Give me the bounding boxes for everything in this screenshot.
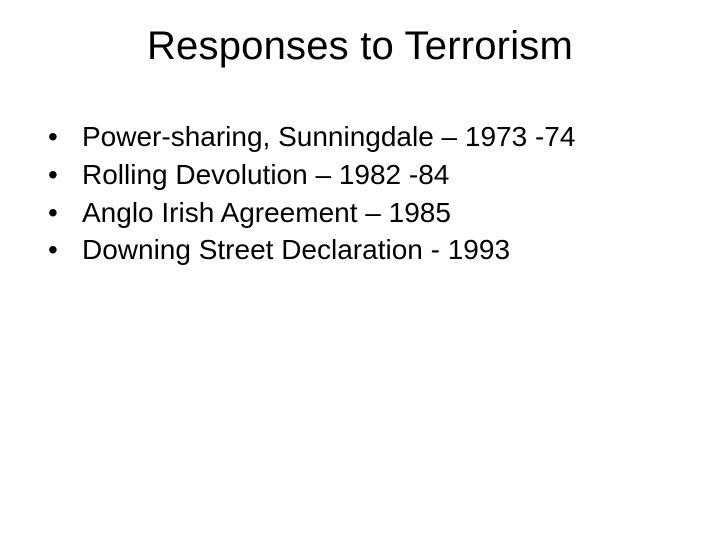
list-item-label: Downing Street Declaration - 1993 xyxy=(82,231,672,269)
slide-title: Responses to Terrorism xyxy=(0,24,720,69)
bullet-list: • Power-sharing, Sunningdale – 1973 -74 … xyxy=(48,118,672,269)
list-item: • Anglo Irish Agreement – 1985 xyxy=(48,194,672,232)
list-item: • Power-sharing, Sunningdale – 1973 -74 xyxy=(48,118,672,156)
bullet-icon: • xyxy=(48,156,82,194)
list-item: • Downing Street Declaration - 1993 xyxy=(48,231,672,269)
bullet-icon: • xyxy=(48,118,82,156)
slide: Responses to Terrorism • Power-sharing, … xyxy=(0,0,720,540)
bullet-icon: • xyxy=(48,231,82,269)
list-item-label: Power-sharing, Sunningdale – 1973 -74 xyxy=(82,118,672,156)
list-item-label: Anglo Irish Agreement – 1985 xyxy=(82,194,672,232)
bullet-icon: • xyxy=(48,194,82,232)
list-item: • Rolling Devolution – 1982 -84 xyxy=(48,156,672,194)
list-item-label: Rolling Devolution – 1982 -84 xyxy=(82,156,672,194)
